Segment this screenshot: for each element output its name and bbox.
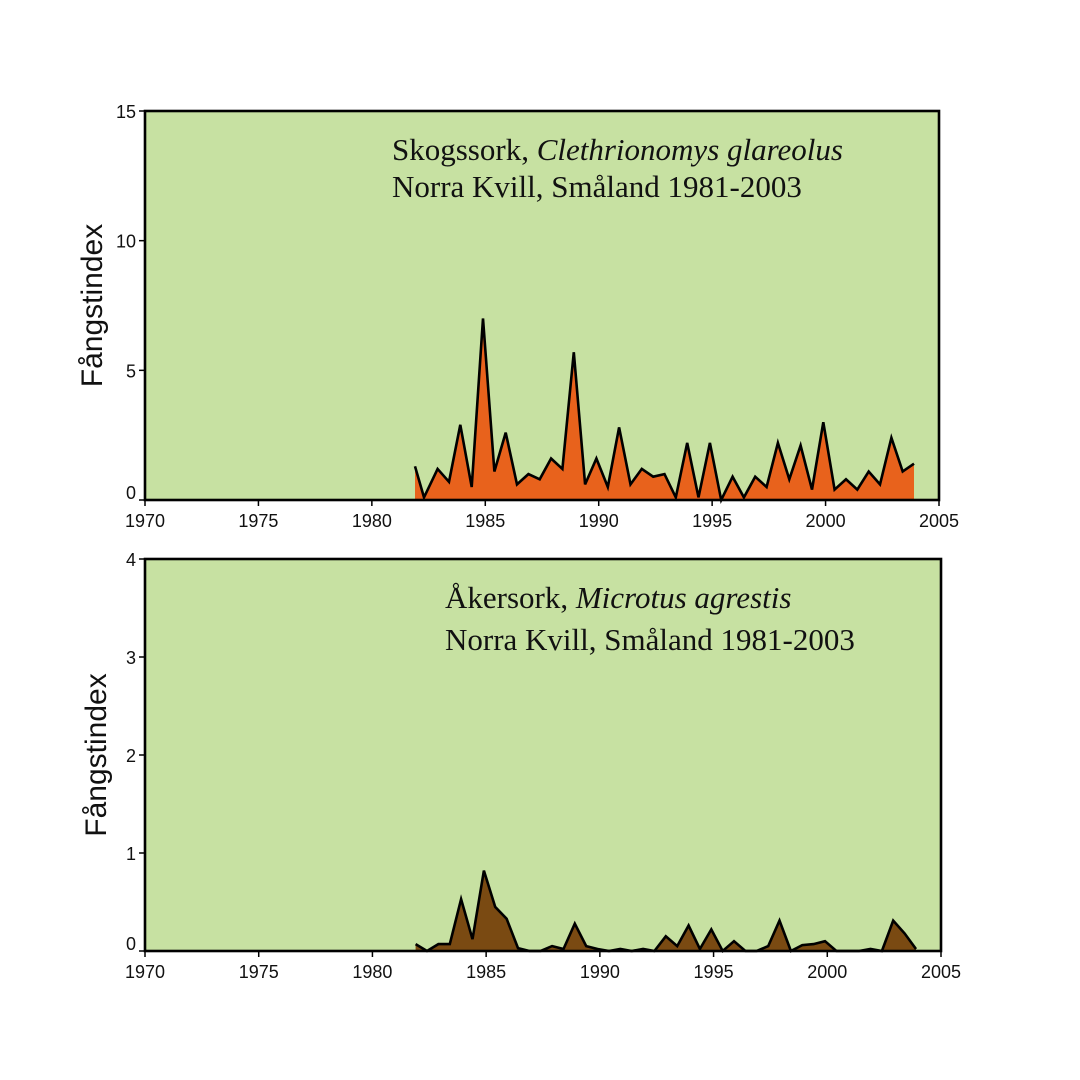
y-tick-label: 3: [126, 648, 136, 668]
annotation-location: Norra Kvill, Småland 1981-2003: [445, 622, 855, 657]
y-tick-label: 1: [126, 844, 136, 864]
plot-background: [145, 559, 941, 951]
y-tick-label: 10: [116, 232, 136, 252]
y-axis-label: Fångstindex: [76, 224, 109, 387]
y-tick-label: 4: [126, 550, 136, 570]
x-tick-label: 1985: [465, 511, 505, 531]
x-tick-label: 1990: [580, 962, 620, 982]
series-line: [414, 870, 918, 954]
annotation-species: Åkersork, Microtus agrestis: [445, 580, 791, 615]
y-axis-label: Fångstindex: [80, 673, 113, 836]
x-tick-label: 2005: [921, 962, 961, 982]
x-tick-label: 1980: [352, 511, 392, 531]
x-tick-label: 1975: [239, 962, 279, 982]
x-tick-label: 1980: [352, 962, 392, 982]
x-tick-label: 1990: [579, 511, 619, 531]
chart-panel-2: 1970 1975 1980 1985 1990 1995 2000 2005 0 1 2 3 4 Fån…: [80, 550, 961, 982]
y-tick-label: 5: [126, 361, 136, 381]
plot-frame: [143, 109, 941, 502]
y-tick-label: 0: [126, 483, 136, 503]
x-tick-label: 1975: [238, 511, 278, 531]
x-tick-label: 1985: [466, 962, 506, 982]
x-tick-label: 2005: [919, 511, 959, 531]
y-tick-label: 2: [126, 746, 136, 766]
series-line: [413, 318, 915, 505]
annotation-location: Norra Kvill, Småland 1981-2003: [392, 169, 802, 204]
series-area: [415, 870, 916, 951]
x-tick-label: 1970: [125, 962, 165, 982]
annotation-species: Skogssork, Clethrionomys glareolus: [392, 132, 843, 167]
y-tick-label: 15: [116, 102, 136, 122]
annotation-common-name: Åkersork,: [445, 580, 576, 615]
series-area: [415, 318, 914, 500]
annotation-common-name: Skogssork,: [392, 132, 537, 167]
x-tick-label: 1995: [692, 511, 732, 531]
plot-background: [145, 111, 939, 500]
x-tick-label: 2000: [806, 511, 846, 531]
x-tick-label: 2000: [807, 962, 847, 982]
x-tick-label: 1970: [125, 511, 165, 531]
annotation-latin-name: Microtus agrestis: [575, 580, 792, 615]
annotation-latin-name: Clethrionomys glareolus: [537, 132, 843, 167]
x-tick-label: 1995: [694, 962, 734, 982]
chart-panel-1: 1970 1975 1980 1985 1990 1995 2000 2005 0 5 10 15 Få…: [76, 102, 959, 531]
y-tick-label: 0: [126, 934, 136, 954]
